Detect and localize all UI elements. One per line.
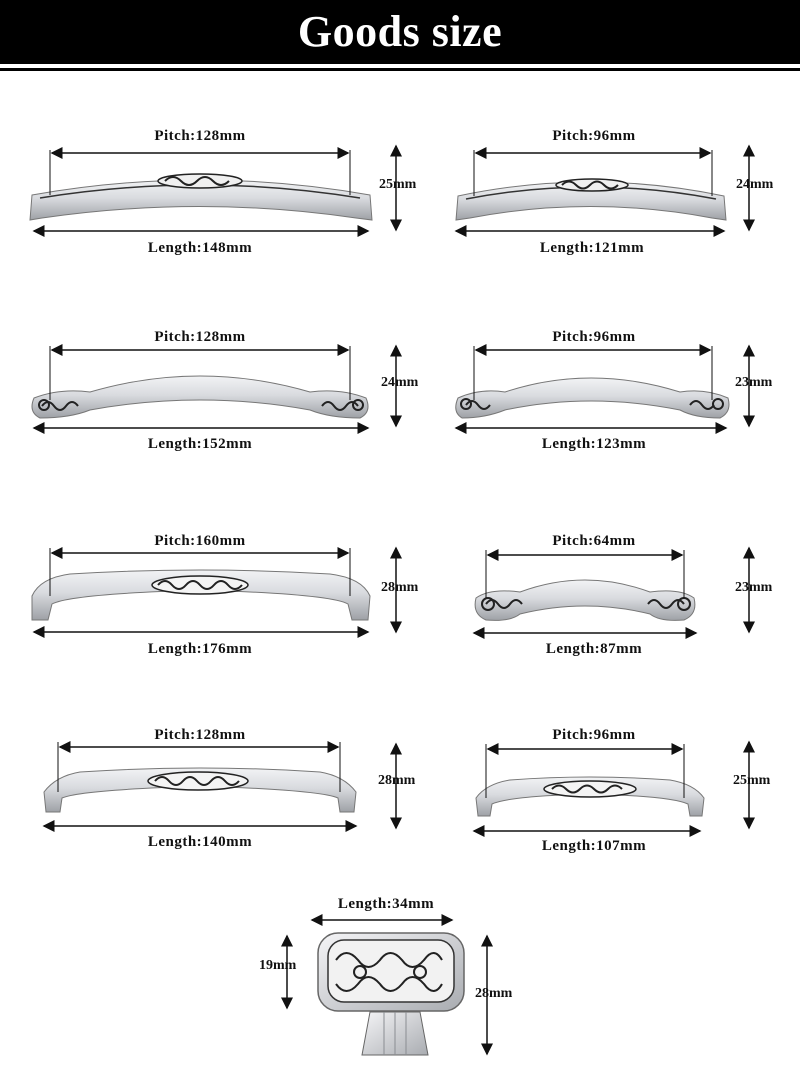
length-label: Length:121mm xyxy=(539,240,645,256)
handle-4-dimensions xyxy=(454,344,755,434)
height-label: 24mm xyxy=(381,375,419,390)
header-divider xyxy=(0,68,800,71)
page-title: Goods size xyxy=(297,7,503,56)
handle-5-dimensions xyxy=(32,546,402,638)
knob-top-height-label: 19mm xyxy=(259,958,297,973)
height-label: 23mm xyxy=(735,375,773,390)
pitch-label: Pitch:128mm xyxy=(154,329,246,345)
length-label: Length:176mm xyxy=(147,641,253,657)
handle-3-dimensions xyxy=(32,344,402,434)
pitch-label: Pitch:96mm xyxy=(552,329,636,345)
height-label: 24mm xyxy=(736,177,774,192)
length-label: Length:87mm xyxy=(545,641,643,657)
pitch-label: Pitch:160mm xyxy=(154,533,246,549)
pitch-label: Pitch:96mm xyxy=(552,727,636,743)
handle-4 xyxy=(455,377,730,419)
handle-5 xyxy=(31,569,371,621)
header-bar xyxy=(0,0,800,64)
length-label: Length:152mm xyxy=(147,436,253,452)
length-label: Length:140mm xyxy=(147,834,253,850)
knob-length-label: Length:34mm xyxy=(337,896,435,912)
length-label: Length:148mm xyxy=(147,240,253,256)
pitch-label: Pitch:64mm xyxy=(552,533,636,549)
handle-3 xyxy=(31,375,369,419)
height-label: 25mm xyxy=(733,773,771,788)
height-label: 28mm xyxy=(378,773,416,788)
handle-6-dimensions xyxy=(472,546,755,639)
knob-total-height-label: 28mm xyxy=(475,986,513,1001)
height-label: 28mm xyxy=(381,580,419,595)
handle-8 xyxy=(475,776,705,817)
pitch-label: Pitch:128mm xyxy=(154,128,246,144)
handle-7 xyxy=(43,767,357,813)
handle-6 xyxy=(474,579,696,621)
pitch-label: Pitch:128mm xyxy=(154,727,246,743)
length-label: Length:107mm xyxy=(541,838,647,854)
pitch-label: Pitch:96mm xyxy=(552,128,636,144)
handle-1 xyxy=(29,173,373,221)
handle-7-dimensions xyxy=(42,741,402,832)
height-label: 25mm xyxy=(379,177,417,192)
height-label: 23mm xyxy=(735,580,773,595)
length-label: Length:123mm xyxy=(541,436,647,452)
handle-2-dimensions xyxy=(454,144,755,237)
handle-1-dimensions xyxy=(32,144,402,237)
handle-2 xyxy=(455,178,727,221)
knob xyxy=(317,932,465,1056)
knob-dimensions xyxy=(281,914,493,1056)
handle-8-dimensions xyxy=(472,740,755,837)
